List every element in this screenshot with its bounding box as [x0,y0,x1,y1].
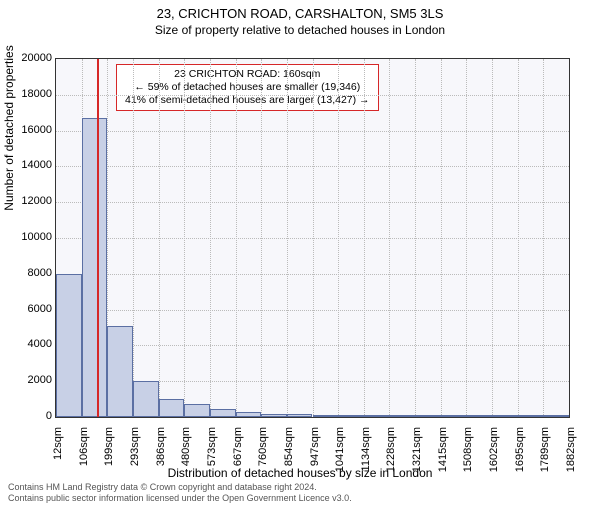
x-tick-label: 1508sqm [462,427,474,477]
gridline-v [133,59,134,417]
histogram-bar [441,415,467,417]
gridline-v [518,59,519,417]
histogram-bar [492,415,518,417]
x-tick-label: 1882sqm [565,427,577,477]
histogram-bar [210,409,236,417]
gridline-v [543,59,544,417]
callout-line1: 23 CRICHTON ROAD: 160sqm [125,68,370,81]
x-tick-label: 199sqm [103,427,115,477]
gridline-v [261,59,262,417]
gridline-v [338,59,339,417]
gridline-v [389,59,390,417]
histogram-bar [313,415,339,417]
x-tick-label: 480sqm [180,427,192,477]
histogram-bar [415,415,441,417]
x-tick-label: 1321sqm [411,427,423,477]
x-axis-label: Distribution of detached houses by size … [0,466,600,480]
histogram-bar [184,404,210,417]
x-tick-label: 106sqm [78,427,90,477]
histogram-bar [389,415,415,417]
x-tick-label: 947sqm [309,427,321,477]
gridline-v [159,59,160,417]
y-tick-label: 20000 [7,52,52,64]
x-tick-label: 1134sqm [360,427,372,477]
callout-line2: ← 59% of detached houses are smaller (19… [125,81,370,94]
page-subtitle: Size of property relative to detached ho… [0,23,600,37]
x-tick-label: 760sqm [257,427,269,477]
histogram-bar [236,412,262,417]
gridline-v [441,59,442,417]
histogram-bar [107,326,133,417]
x-tick-label: 1602sqm [488,427,500,477]
x-tick-label: 573sqm [206,427,218,477]
y-tick-label: 14000 [7,159,52,171]
x-tick-label: 386sqm [155,427,167,477]
x-tick-label: 667sqm [232,427,244,477]
histogram-bar [338,415,364,417]
callout-line3: 41% of semi-detached houses are larger (… [125,94,370,107]
histogram-bar [261,414,287,417]
y-tick-label: 16000 [7,124,52,136]
y-tick-label: 8000 [7,267,52,279]
x-tick-label: 293sqm [129,427,141,477]
gridline-v [466,59,467,417]
y-tick-label: 2000 [7,374,52,386]
x-tick-label: 1041sqm [334,427,346,477]
y-tick-label: 18000 [7,88,52,100]
footnote-line1: Contains HM Land Registry data © Crown c… [8,482,352,492]
histogram-bar [543,415,569,417]
histogram-bar [133,381,159,417]
histogram-bar [287,414,313,417]
callout-box: 23 CRICHTON ROAD: 160sqm ← 59% of detach… [116,64,379,111]
gridline-v [492,59,493,417]
y-tick-label: 12000 [7,195,52,207]
y-tick-label: 0 [7,410,52,422]
y-tick-label: 6000 [7,303,52,315]
gridline-v [364,59,365,417]
gridline-v [210,59,211,417]
x-tick-label: 12sqm [52,427,64,477]
footnote-line2: Contains public sector information licen… [8,493,352,503]
x-tick-label: 1228sqm [385,427,397,477]
chart-area: 23 CRICHTON ROAD: 160sqm ← 59% of detach… [55,58,570,418]
y-tick-label: 10000 [7,231,52,243]
gridline-v [415,59,416,417]
marker-line [97,59,99,417]
histogram-bar [364,415,390,417]
histogram-bar [518,415,544,417]
gridline-v [184,59,185,417]
histogram-bar [159,399,185,417]
histogram-bar [82,118,108,417]
x-tick-label: 1415sqm [437,427,449,477]
x-tick-label: 1695sqm [514,427,526,477]
y-tick-label: 4000 [7,338,52,350]
x-tick-label: 1789sqm [539,427,551,477]
gridline-v [287,59,288,417]
page-title: 23, CRICHTON ROAD, CARSHALTON, SM5 3LS [0,6,600,21]
gridline-v [236,59,237,417]
histogram-bar [56,274,82,417]
histogram-bar [466,415,492,417]
x-tick-label: 854sqm [283,427,295,477]
gridline-v [313,59,314,417]
